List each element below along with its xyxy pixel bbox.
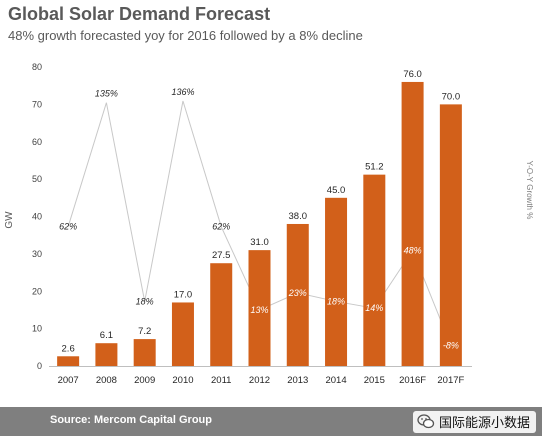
y-tick-label: 80: [32, 62, 42, 72]
x-tick-label: 2016F: [399, 375, 426, 386]
growth-label: 48%: [404, 245, 422, 255]
bar-value-label: 76.0: [403, 69, 422, 80]
bar-value-label: 45.0: [327, 185, 346, 196]
bar-2007: [57, 356, 80, 366]
growth-label: 23%: [288, 288, 307, 298]
bar-2009: [133, 339, 156, 366]
y2-axis-label: Y-O-Y Growth %: [525, 161, 534, 220]
bar-2010: [171, 302, 194, 366]
x-tick-label: 2007: [58, 375, 79, 386]
growth-label: 13%: [250, 305, 268, 315]
bar-2013: [286, 223, 309, 366]
bar-2014: [325, 197, 348, 366]
bar-2017F: [439, 104, 462, 366]
watermark: 国际能源小数据: [412, 411, 536, 433]
y-tick-label: 0: [37, 361, 42, 371]
y-tick-label: 50: [32, 174, 42, 184]
bar-value-label: 6.1: [100, 330, 113, 341]
y-tick-label: 20: [32, 286, 42, 296]
bar-value-label: 2.6: [62, 343, 75, 354]
x-tick-label: 2015: [364, 375, 385, 386]
bar-value-label: 7.2: [138, 326, 151, 337]
growth-label: -8%: [443, 341, 459, 351]
chart-title: Global Solar Demand Forecast: [8, 4, 271, 24]
chart-subtitle: 48% growth forecasted yoy for 2016 follo…: [8, 28, 363, 43]
y-tick-label: 10: [32, 324, 42, 334]
bar-value-label: 31.0: [250, 237, 269, 248]
x-tick-label: 2012: [249, 375, 270, 386]
growth-label: 14%: [365, 303, 383, 313]
footer-bar: Source: Mercom Capital Group 国际能源小数据: [0, 407, 542, 436]
bar-value-label: 51.2: [365, 162, 384, 173]
wechat-icon: [417, 414, 435, 429]
bar-2012: [248, 250, 271, 366]
y-tick-label: 60: [32, 137, 42, 147]
bar-value-label: 27.5: [212, 250, 231, 261]
growth-label: 62%: [212, 222, 230, 232]
x-tick-label: 2013: [287, 375, 308, 386]
y-tick-label: 70: [32, 99, 42, 109]
bar-2015: [363, 174, 386, 366]
growth-label: 18%: [327, 296, 345, 306]
x-tick-label: 2009: [134, 375, 155, 386]
growth-label: 136%: [171, 87, 194, 97]
y-tick-label: 30: [32, 249, 42, 259]
bar-value-label: 70.0: [442, 91, 461, 102]
bar-2011: [210, 263, 233, 366]
watermark-text: 国际能源小数据: [438, 416, 530, 431]
bar-2016F: [401, 81, 424, 366]
source-note: Source: Mercom Capital Group: [50, 414, 212, 426]
bar-value-label: 17.0: [174, 289, 193, 300]
x-tick-label: 2011: [211, 375, 231, 386]
growth-label: 62%: [59, 222, 77, 232]
x-tick-label: 2017F: [437, 375, 464, 386]
growth-label: 135%: [95, 89, 118, 99]
x-tick-label: 2014: [325, 375, 346, 386]
x-tick-label: 2008: [96, 375, 117, 386]
chart-canvas: 0 10 20 30 40 50 60 70 80 2.6 2007 6.1 2008 7.2 2009 1…: [4, 62, 534, 386]
growth-label: 18%: [136, 296, 154, 306]
y-tick-label: 40: [32, 212, 42, 222]
y-axis-label: GW: [4, 211, 15, 229]
bar-2008: [95, 343, 118, 366]
x-tick-label: 2010: [172, 375, 193, 386]
bar-value-label: 38.0: [289, 211, 308, 222]
